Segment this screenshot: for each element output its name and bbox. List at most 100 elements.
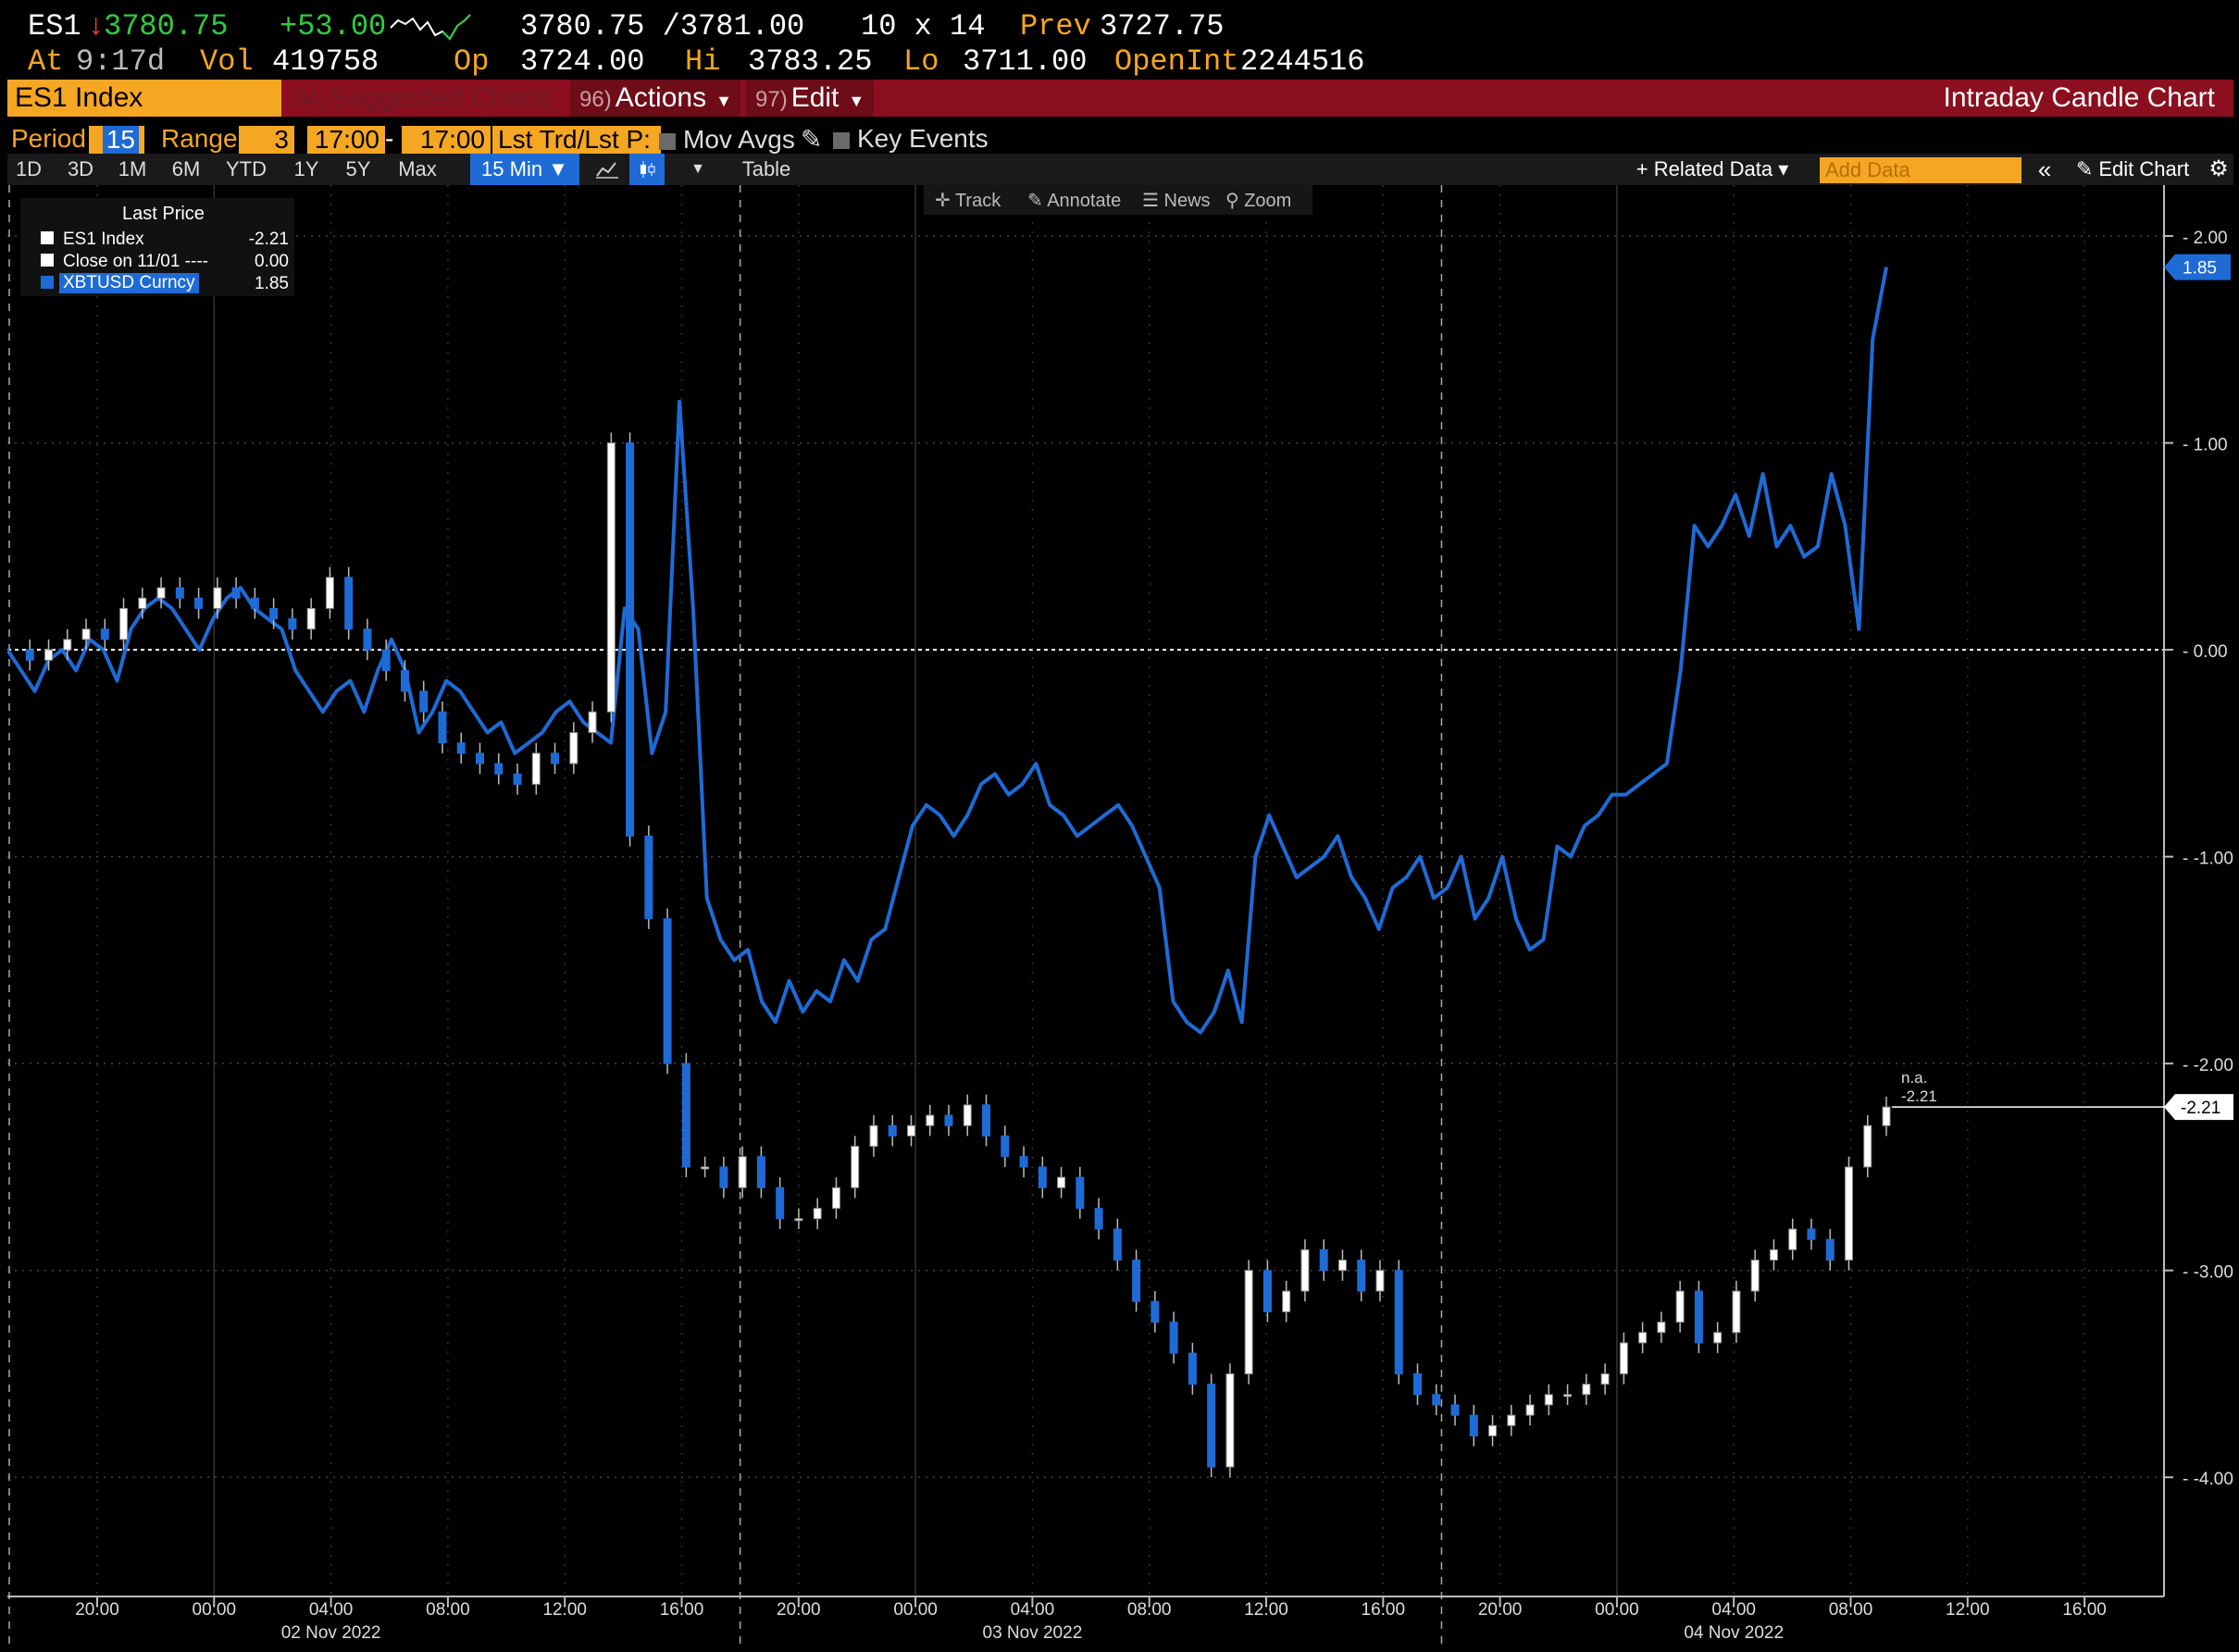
candle-body — [100, 628, 109, 640]
legend-swatch — [41, 231, 54, 244]
candle-body — [926, 1114, 935, 1126]
range-1m-button[interactable]: 1M — [118, 157, 147, 180]
add-data-input[interactable]: Add Data — [1820, 157, 2021, 183]
y-tick-label: - 2.00 — [2183, 229, 2228, 248]
legend-swatch — [41, 254, 54, 267]
volume: 419758 — [272, 44, 379, 79]
candle-body — [1750, 1260, 1760, 1292]
candle-body — [1544, 1394, 1553, 1406]
candle-body — [1694, 1290, 1703, 1344]
edit-menu[interactable]: 97) Edit ▼ — [746, 80, 874, 117]
chevron-down-icon: ▼ — [715, 92, 732, 110]
open-interest: 2244516 — [1240, 44, 1365, 79]
candle-body — [794, 1218, 803, 1222]
x-tick-label: 08:00 — [1127, 1600, 1172, 1620]
candle-body — [1732, 1290, 1741, 1334]
track-tool[interactable]: ✛ Track — [935, 189, 1001, 212]
range-1y-button[interactable]: 1Y — [293, 157, 319, 180]
x-date-label: 02 Nov 2022 — [281, 1623, 381, 1643]
ticker-symbol: ES1 — [28, 9, 81, 43]
candle-body — [1057, 1176, 1066, 1188]
candle-body — [888, 1124, 897, 1137]
last-price: 3780.75 — [104, 9, 229, 43]
legend-value: -2.21 — [248, 230, 289, 249]
candle-body — [663, 918, 672, 1064]
candle-chart-icon[interactable] — [629, 154, 665, 185]
range-6m-button[interactable]: 6M — [171, 157, 201, 180]
interval-select[interactable]: 15 Min ▼ — [470, 154, 579, 185]
candle-body — [44, 649, 54, 661]
range-5y-button[interactable]: 5Y — [345, 157, 371, 180]
range-ytd-button[interactable]: YTD — [226, 157, 267, 180]
edit-chart-button[interactable]: ✎ Edit Chart — [2062, 154, 2203, 185]
candle-body — [1394, 1270, 1403, 1374]
es1-last-marker — [2164, 1094, 2234, 1121]
range-1d-button[interactable]: 1D — [15, 157, 43, 180]
related-data-menu[interactable]: + Related Data ▾ — [1636, 157, 1789, 180]
chart-overlays: 1.85-2.21n.a.-2.21 — [1892, 254, 2234, 1121]
prev-close: 3727.75 — [1100, 9, 1225, 43]
zoom-tool[interactable]: ⚲ Zoom — [1225, 189, 1291, 212]
legend-value: 1.85 — [255, 274, 289, 293]
candle-body — [1450, 1404, 1460, 1416]
range-label: Range — [161, 124, 238, 153]
x-tick-label: 20:00 — [75, 1600, 119, 1620]
chart-area[interactable]: - 2.00 - 1.00 - 0.00 - -1.00 - -2.00 - -3.00 -… — [6, 185, 2234, 1647]
candle-body — [1582, 1384, 1591, 1396]
collapse-icon[interactable]: « — [2037, 155, 2052, 183]
crosshair-icon: ✛ — [935, 191, 955, 211]
candle-body — [175, 587, 184, 599]
period-field[interactable]: 15 — [89, 126, 144, 154]
candle-body — [906, 1124, 915, 1137]
period-value: 15 — [102, 126, 139, 154]
candle-body — [1657, 1322, 1666, 1334]
end-time-field[interactable]: 17:00 — [402, 126, 491, 154]
last-trade-select[interactable]: Lst Trd/Lst P: — [492, 126, 661, 154]
candle-body — [1094, 1208, 1103, 1230]
candle-body — [776, 1186, 785, 1220]
range-3d-button[interactable]: 3D — [67, 157, 94, 180]
candle-body — [1600, 1373, 1610, 1385]
candle-body — [1619, 1342, 1628, 1374]
x-tick-label: 04:00 — [1711, 1600, 1756, 1620]
suggested-label: Suggested Charts — [330, 82, 553, 113]
gear-icon[interactable]: ⚙ — [2208, 156, 2229, 181]
actions-menu[interactable]: 96) Actions ▼ — [570, 80, 740, 117]
xbtusd-series — [6, 267, 1888, 1035]
candle-body — [1807, 1228, 1816, 1240]
candle-body — [1151, 1300, 1160, 1323]
bid-ask-size: 10 x 14 — [861, 9, 986, 43]
page-title: Intraday Candle Chart — [1943, 82, 2216, 113]
news-tool[interactable]: ☰ News — [1142, 189, 1211, 212]
x-tick-label: 08:00 — [1829, 1600, 1873, 1620]
start-time-field[interactable]: 17:00 — [307, 126, 385, 154]
checkbox-icon — [659, 132, 676, 150]
legend-value: 0.00 — [255, 252, 289, 271]
range-max-button[interactable]: Max — [398, 157, 437, 180]
mov-avgs-toggle[interactable]: Mov Avgs ✎ — [659, 124, 822, 155]
suggested-charts-menu[interactable]: 94) Suggested Charts — [294, 80, 553, 117]
candle-body — [1375, 1270, 1385, 1292]
mov-avgs-label: Mov Avgs — [683, 125, 795, 154]
candle-body — [756, 1156, 765, 1188]
candle-body — [438, 711, 447, 744]
chevron-down-icon: ▼ — [848, 92, 865, 110]
annotate-tool[interactable]: ✎ Annotate — [1027, 189, 1121, 212]
chevron-down-icon[interactable]: ▼ — [690, 161, 705, 177]
line-chart-icon[interactable] — [587, 154, 628, 185]
low-price: 3711.00 — [963, 44, 1088, 79]
candle-body — [813, 1208, 822, 1220]
x-tick-label: 20:00 — [1478, 1600, 1523, 1620]
intraday-chart[interactable]: - 2.00 - 1.00 - 0.00 - -1.00 - -2.00 - -3.00 -… — [6, 185, 2234, 1647]
range-field[interactable]: 3 — [239, 126, 294, 154]
candle-body — [869, 1124, 878, 1148]
candle-body — [1263, 1270, 1272, 1312]
candle-body — [531, 752, 541, 785]
candle-body — [1825, 1238, 1835, 1261]
prev-label: Prev — [1020, 9, 1091, 43]
security-field[interactable]: ES1 Index — [7, 80, 281, 117]
table-button[interactable]: Table — [741, 157, 791, 180]
candle-body — [626, 442, 635, 837]
key-events-toggle[interactable]: Key Events — [833, 124, 989, 154]
candle-body — [325, 577, 334, 609]
